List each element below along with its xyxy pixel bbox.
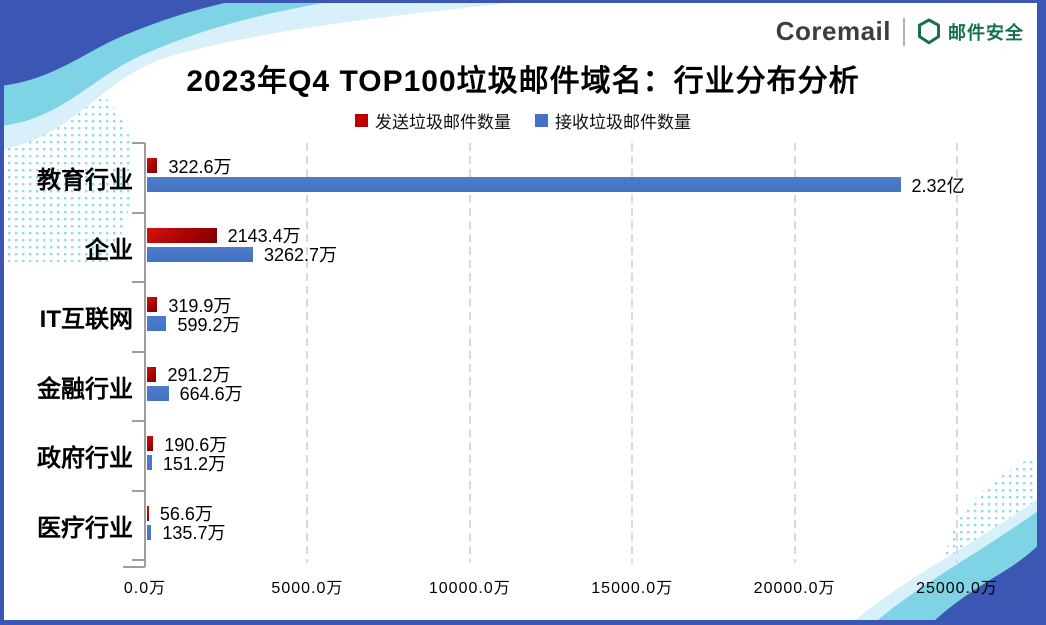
receive-bar [147,524,152,540]
send-bar [147,227,217,243]
send-bar [147,366,157,382]
legend-label: 接收垃圾邮件数量 [555,113,691,132]
receive-value-label: 664.6万 [179,384,243,404]
logo-divider [903,17,905,46]
receive-value-label: 135.7万 [162,523,226,543]
category-label: 教育行业 [37,167,133,195]
chart-legend: 发送垃圾邮件数量 接收垃圾邮件数量 [0,108,1046,133]
bottom-right-wave-decoration [850,450,1046,625]
gridline [631,143,634,563]
axis-tick [132,489,145,492]
send-value-label: 322.6万 [168,156,232,177]
receive-bar [147,385,169,401]
chart-title: 2023年Q4 TOP100垃圾邮件域名：行业分布分析 [186,65,860,98]
category-label: IT互联网 [39,306,133,334]
x-axis-label: 10000.0万 [428,580,511,597]
receive-bar [147,177,901,192]
coremail-wordmark: Coremail [775,16,891,46]
x-axis-label: 5000.0万 [271,580,344,597]
send-bar [147,297,158,312]
axis-tick [132,211,145,214]
category-label: 医疗行业 [37,514,133,542]
gridline [793,143,796,563]
receive-bar [147,246,253,262]
gridline [468,143,471,563]
receive-bar [147,316,167,331]
axis-tick [132,350,145,353]
gridline [306,143,309,563]
brand-logo: Coremail 邮件安全 [776,16,1024,47]
axis-tick [132,142,145,144]
send-value-label: 190.6万 [164,434,228,455]
send-value-label: 291.2万 [167,365,231,385]
axis-tick [123,566,145,568]
axis-tick [132,281,145,283]
shield-icon [918,18,940,45]
receive-bar [147,455,152,470]
top-left-wave-decoration [0,0,500,262]
receive-value-label: 3262.7万 [263,245,338,265]
category-label: 金融行业 [37,375,133,403]
send-bar [147,505,149,521]
legend-swatch [535,114,548,127]
send-value-label: 319.9万 [168,295,232,316]
send-value-label: 2143.4万 [227,226,301,246]
legend-label: 发送垃圾邮件数量 [375,113,511,132]
category-label: 政府行业 [37,445,133,473]
axis-tick [132,420,145,422]
x-axis-label: 25000.0万 [916,580,998,597]
send-bar [147,436,154,451]
gridline [956,143,958,563]
x-axis-label: 20000.0万 [753,580,836,597]
send-value-label: 56.6万 [159,504,213,524]
receive-value-label: 151.2万 [162,453,226,474]
receive-value-label: 599.2万 [177,314,241,335]
receive-value-label: 2.32亿 [911,175,965,196]
send-bar [147,158,158,173]
legend-item-send: 发送垃圾邮件数量 [355,108,511,133]
category-label: 企业 [85,236,133,264]
x-axis-label: 0.0万 [123,580,167,597]
x-axis-label: 15000.0万 [591,580,674,597]
product-name: 邮件安全 [948,22,1024,43]
axis-tick [132,559,145,561]
y-axis [144,143,146,567]
legend-item-receive: 接收垃圾邮件数量 [535,108,691,133]
legend-swatch [355,114,368,127]
